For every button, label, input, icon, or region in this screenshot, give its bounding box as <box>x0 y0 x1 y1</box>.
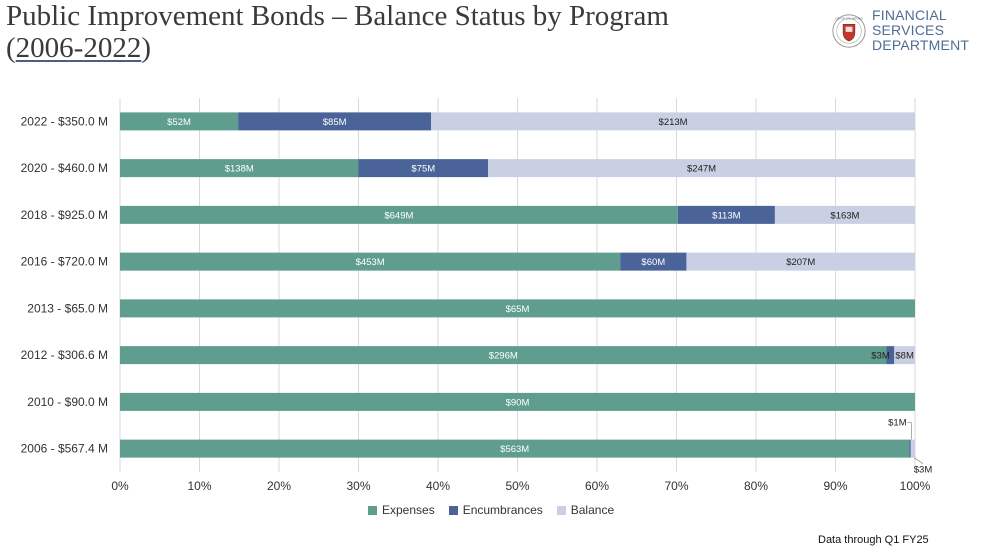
legend-label-encumbrances: Encumbrances <box>462 503 543 517</box>
bar-balance-1 <box>488 159 915 178</box>
seal-text: CITY OF SAN ANTONIO <box>835 17 863 20</box>
data-label: $213M <box>659 117 688 128</box>
bar-encumbrances-3 <box>620 252 687 271</box>
data-label: $8M <box>895 351 914 362</box>
legend-label-balance: Balance <box>570 503 615 517</box>
department-logo: CITY OF SAN ANTONIO FINANCIAL SERVICES D… <box>832 8 1000 53</box>
bar-expenses-7 <box>120 439 910 458</box>
y-category-label: 2012 - $306.6 M <box>21 348 108 362</box>
y-category-label: 2010 - $90.0 M <box>27 395 108 409</box>
data-label: $52M <box>167 117 191 128</box>
legend-swatch-encumbrances <box>448 505 458 515</box>
bar-expenses-6 <box>120 392 915 411</box>
bar-encumbrances-7 <box>909 439 911 458</box>
data-label: $3M <box>871 351 890 362</box>
legend-item-expenses: Expenses <box>368 503 435 517</box>
leader-line <box>907 422 912 440</box>
legend-swatch-balance <box>556 505 566 515</box>
bar-expenses-5 <box>120 346 887 365</box>
legend-item-balance: Balance <box>556 503 615 517</box>
data-label: $113M <box>712 210 740 221</box>
city-seal-icon: CITY OF SAN ANTONIO <box>832 13 866 48</box>
y-category-label: 2020 - $460.0 M <box>21 161 108 175</box>
x-tick-label: 70% <box>664 479 688 493</box>
data-label: $65M <box>506 304 530 315</box>
data-label: $138M <box>225 164 254 175</box>
data-label: $563M <box>500 444 529 455</box>
bar-encumbrances-1 <box>358 159 489 178</box>
x-tick-label: 0% <box>111 479 129 493</box>
bar-balance-2 <box>774 205 915 224</box>
x-tick-label: 50% <box>505 479 529 493</box>
x-tick-label: 20% <box>267 479 291 493</box>
title-years: 2006-2022 <box>15 32 142 64</box>
data-label: $163M <box>830 210 859 221</box>
bar-expenses-0 <box>120 112 239 131</box>
title-line1: Public Improvement Bonds – Balance Statu… <box>6 0 669 32</box>
bar-expenses-1 <box>120 159 359 178</box>
page-title: Public Improvement Bonds – Balance Statu… <box>6 0 766 64</box>
data-label: $60M <box>641 257 665 268</box>
bar-balance-3 <box>686 252 915 271</box>
bar-expenses-4 <box>120 299 915 318</box>
data-label: $247M <box>687 164 716 175</box>
data-label: $649M <box>384 210 413 221</box>
data-label: $3M <box>914 465 933 476</box>
legend-swatch-expenses <box>368 505 377 515</box>
data-label: $75M <box>411 164 435 175</box>
bar-encumbrances-2 <box>677 205 775 224</box>
data-label: $296M <box>489 351 518 362</box>
legend-label-expenses: Expenses <box>382 503 435 517</box>
legend-item-encumbrances: Encumbrances <box>448 503 543 517</box>
x-tick-label: 90% <box>823 479 847 493</box>
x-tick-label: 30% <box>346 479 370 493</box>
y-category-label: 2018 - $925.0 M <box>21 208 108 222</box>
y-category-label: 2013 - $65.0 M <box>27 301 108 315</box>
department-name: FINANCIAL SERVICES DEPARTMENT <box>872 8 1000 53</box>
chart-legend: Expenses Encumbrances Balance <box>368 503 614 517</box>
leader-line <box>913 457 924 464</box>
data-label: $90M <box>506 397 530 408</box>
data-label: $1M <box>888 418 907 429</box>
bar-expenses-3 <box>120 252 621 271</box>
bar-expenses-2 <box>120 205 678 224</box>
y-category-label: 2016 - $720.0 M <box>21 255 108 269</box>
bar-balance-5 <box>894 346 915 365</box>
x-tick-label: 10% <box>187 479 211 493</box>
x-tick-label: 40% <box>426 479 450 493</box>
bar-balance-7 <box>910 439 915 458</box>
y-category-label: 2006 - $567.4 M <box>21 442 108 456</box>
bar-balance-0 <box>431 112 915 131</box>
x-tick-label: 80% <box>744 479 768 493</box>
data-label: $453M <box>356 257 385 268</box>
data-label: $85M <box>323 117 347 128</box>
x-tick-label: 60% <box>585 479 609 493</box>
dept-line2: DEPARTMENT <box>871 37 970 53</box>
x-tick-label: 100% <box>900 479 931 493</box>
bar-encumbrances-0 <box>238 112 432 131</box>
data-label: $207M <box>786 257 815 268</box>
dept-line1: FINANCIAL SERVICES <box>871 7 947 38</box>
title-line2: (2006-2022) <box>6 32 152 64</box>
bar-encumbrances-5 <box>886 346 895 365</box>
footnote: Data through Q1 FY25 <box>818 534 929 546</box>
y-category-label: 2022 - $350.0 M <box>21 114 108 128</box>
